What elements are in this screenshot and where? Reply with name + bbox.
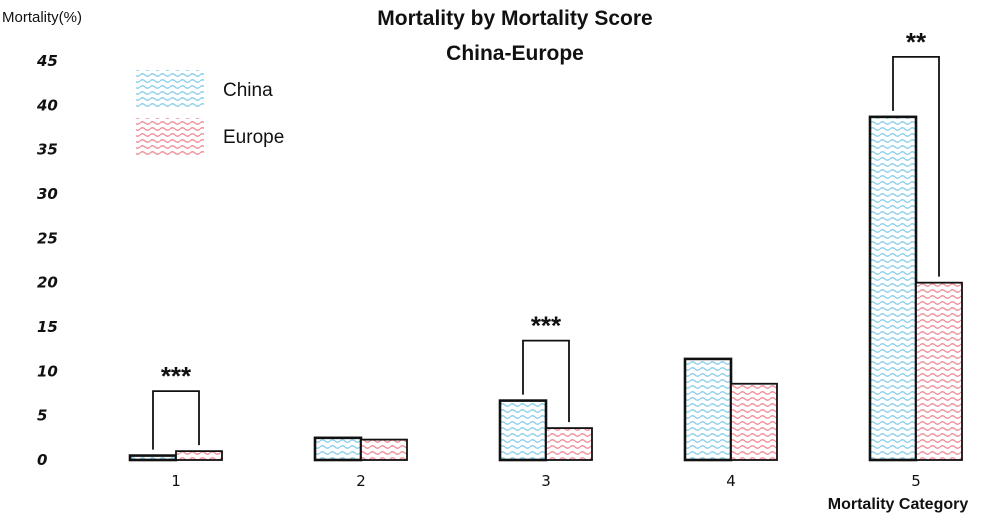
bar-china-2 xyxy=(313,436,363,462)
y-tick-label: 25 xyxy=(37,229,58,247)
y-axis-label: Mortality(%) xyxy=(2,9,82,26)
y-tick-label: 20 xyxy=(37,274,58,292)
bar-europe-3 xyxy=(545,427,593,461)
y-tick-label: 15 xyxy=(37,318,58,336)
x-tick-label: 5 xyxy=(911,472,921,490)
bar-europe-4 xyxy=(730,382,778,461)
y-tick-label: 40 xyxy=(36,96,58,114)
bar-europe-1 xyxy=(175,450,223,461)
significance-label: *** xyxy=(531,311,562,341)
bar-china-1 xyxy=(128,454,178,462)
x-axis-label: Mortality Category xyxy=(828,496,969,513)
legend-label-europe: Europe xyxy=(223,127,284,148)
y-tick-label: 30 xyxy=(37,185,58,203)
bar-china-4 xyxy=(683,357,733,462)
significance-label: *** xyxy=(161,361,192,391)
x-tick-label: 4 xyxy=(726,472,736,490)
bar-china-3 xyxy=(498,399,548,462)
legend-swatch-china xyxy=(136,70,204,108)
significance-bracket xyxy=(522,339,570,423)
y-tick-label: 10 xyxy=(37,362,58,380)
significance-brackets: ******** xyxy=(152,27,940,450)
x-tick-label: 2 xyxy=(356,472,366,490)
y-tick-label: 35 xyxy=(37,141,58,159)
legend-label-china: China xyxy=(223,80,273,101)
chart-title: Mortality by Mortality Score xyxy=(377,7,652,30)
bars xyxy=(128,115,963,462)
x-tick-label: 1 xyxy=(171,472,181,490)
y-tick-label: 45 xyxy=(36,52,58,70)
y-tick-label: 5 xyxy=(37,407,47,425)
bar-china-5 xyxy=(868,115,918,462)
bar-europe-2 xyxy=(360,438,408,461)
legend-swatch-europe xyxy=(136,118,204,156)
legend: China Europe xyxy=(136,70,284,156)
chart-subtitle: China-Europe xyxy=(446,42,584,65)
significance-bracket xyxy=(152,390,200,450)
y-tick-label: 0 xyxy=(37,451,47,469)
bar-europe-5 xyxy=(915,281,963,461)
x-axis-ticks: 1 2 3 4 5 xyxy=(171,472,921,490)
y-axis-ticks: 0 5 10 15 20 25 30 35 40 45 xyxy=(36,52,58,469)
x-tick-label: 3 xyxy=(541,472,551,490)
significance-label: ** xyxy=(906,27,927,57)
significance-bracket xyxy=(892,55,940,277)
